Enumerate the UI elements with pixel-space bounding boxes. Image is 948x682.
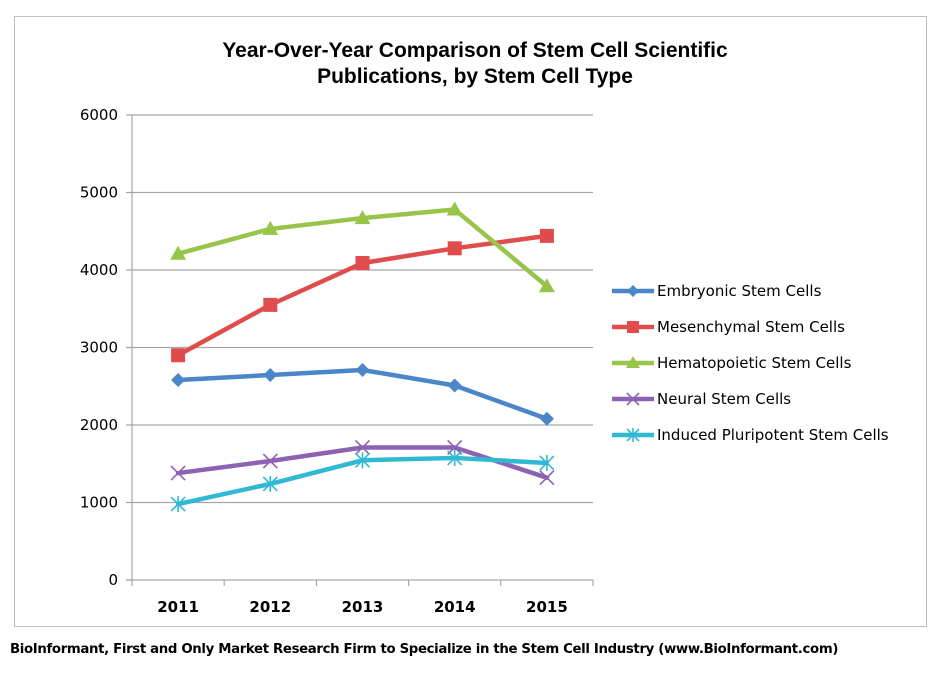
line-chart: Year-Over-Year Comparison of Stem Cell S… — [80, 39, 889, 616]
x-tick-label: 2011 — [157, 598, 199, 616]
data-point-neural-stem-cells-2011 — [170, 465, 186, 481]
data-point-hematopoietic-stem-cells-2011 — [170, 245, 187, 260]
legend-item-neural-stem-cells: Neural Stem Cells — [612, 390, 791, 408]
data-point-induced-pluripotent-stem-cells-2011 — [170, 496, 186, 513]
legend-marker-embryonic-stem-cells — [627, 285, 639, 297]
data-point-embryonic-stem-cells-2014 — [447, 378, 462, 393]
y-tick-label: 6000 — [80, 106, 118, 124]
data-point-neural-stem-cells-2012-stroke-b — [262, 453, 278, 469]
data-point-mesenchymal-stem-cells-2012 — [263, 297, 278, 312]
data-point-neural-stem-cells-2013 — [354, 439, 371, 456]
legend-label: Mesenchymal Stem Cells — [657, 318, 845, 336]
legend-marker-mesenchymal-stem-cells — [627, 321, 639, 333]
legend-label: Neural Stem Cells — [657, 390, 791, 408]
data-point-induced-pluripotent-stem-cells-2015 — [539, 454, 555, 471]
data-point-embryonic-stem-cells-2012 — [263, 368, 278, 383]
chart-title-line-1: Year-Over-Year Comparison of Stem Cell S… — [222, 39, 728, 62]
data-point-embryonic-stem-cells-2011 — [171, 373, 186, 388]
y-tick-label: 3000 — [80, 339, 118, 357]
series-induced-pluripotent-stem-cells — [170, 449, 555, 513]
legend-item-hematopoietic-stem-cells: Hematopoietic Stem Cells — [612, 354, 852, 372]
legend-label: Embryonic Stem Cells — [657, 282, 822, 300]
data-point-mesenchymal-stem-cells-2013 — [355, 256, 370, 271]
data-point-neural-stem-cells-2015-stroke-b — [539, 470, 555, 486]
chart-title-line-2: Publications, by Stem Cell Type — [317, 65, 633, 88]
data-point-hematopoietic-stem-cells-2013 — [354, 210, 371, 225]
data-point-embryonic-stem-cells-2013 — [355, 362, 370, 377]
y-tick-label: 4000 — [80, 261, 118, 279]
y-tick-label: 0 — [108, 571, 118, 589]
series-hematopoietic-stem-cells — [170, 201, 555, 293]
chart-frame: Year-Over-Year Comparison of Stem Cell S… — [14, 16, 927, 627]
chart-title: Year-Over-Year Comparison of Stem Cell S… — [222, 39, 728, 88]
data-point-mesenchymal-stem-cells-2011 — [171, 348, 186, 363]
data-point-induced-pluripotent-stem-cells-2012 — [262, 475, 278, 492]
legend-label: Induced Pluripotent Stem Cells — [657, 426, 889, 444]
x-tick-label: 2015 — [526, 598, 568, 616]
data-point-neural-stem-cells-2013-stroke-b — [354, 439, 371, 456]
data-point-neural-stem-cells-2011-stroke-b — [170, 465, 186, 481]
y-tick-label: 1000 — [80, 494, 118, 512]
x-tick-label: 2012 — [249, 598, 291, 616]
legend-marker-induced-pluripotent-stem-cells — [626, 428, 640, 442]
legend-label: Hematopoietic Stem Cells — [657, 354, 852, 372]
legend-marker-neural-stem-cells-stroke-b — [626, 392, 640, 406]
series-line-embryonic-stem-cells — [175, 367, 550, 422]
legend-marker-neural-stem-cells — [626, 392, 640, 406]
x-tick-label: 2014 — [434, 598, 476, 616]
data-point-neural-stem-cells-2015 — [539, 470, 555, 486]
x-tick-label: 2013 — [342, 598, 384, 616]
legend-item-embryonic-stem-cells: Embryonic Stem Cells — [612, 282, 822, 300]
data-point-hematopoietic-stem-cells-2014 — [446, 201, 463, 216]
legend-marker-hematopoietic-stem-cells — [626, 356, 640, 368]
source-footer: BioInformant, First and Only Market Rese… — [10, 642, 839, 657]
series-mesenchymal-stem-cells — [171, 228, 554, 363]
data-point-hematopoietic-stem-cells-2012 — [262, 220, 279, 235]
data-point-embryonic-stem-cells-2015 — [539, 411, 554, 426]
y-tick-label: 2000 — [80, 416, 118, 434]
data-point-mesenchymal-stem-cells-2015 — [539, 228, 554, 243]
legend-item-mesenchymal-stem-cells: Mesenchymal Stem Cells — [612, 318, 845, 336]
axes — [126, 115, 594, 586]
series-embryonic-stem-cells — [171, 362, 554, 426]
data-point-hematopoietic-stem-cells-2015 — [538, 278, 555, 293]
data-point-induced-pluripotent-stem-cells-2013 — [354, 452, 371, 469]
data-point-mesenchymal-stem-cells-2014 — [447, 241, 462, 256]
x-axis-tick-labels: 2011 2012 2013 2014 2015 — [157, 598, 568, 616]
data-point-induced-pluripotent-stem-cells-2014 — [447, 449, 463, 466]
y-tick-label: 5000 — [80, 184, 118, 202]
series-lines — [170, 201, 555, 513]
y-axis-tick-labels: 0 1000 2000 3000 4000 5000 6000 — [80, 106, 118, 589]
legend-item-induced-pluripotent-stem-cells: Induced Pluripotent Stem Cells — [612, 426, 889, 444]
series-line-mesenchymal-stem-cells — [175, 233, 550, 358]
data-point-neural-stem-cells-2012 — [262, 453, 278, 469]
legend: Embryonic Stem Cells Mesenchymal Stem Cel… — [612, 282, 889, 444]
